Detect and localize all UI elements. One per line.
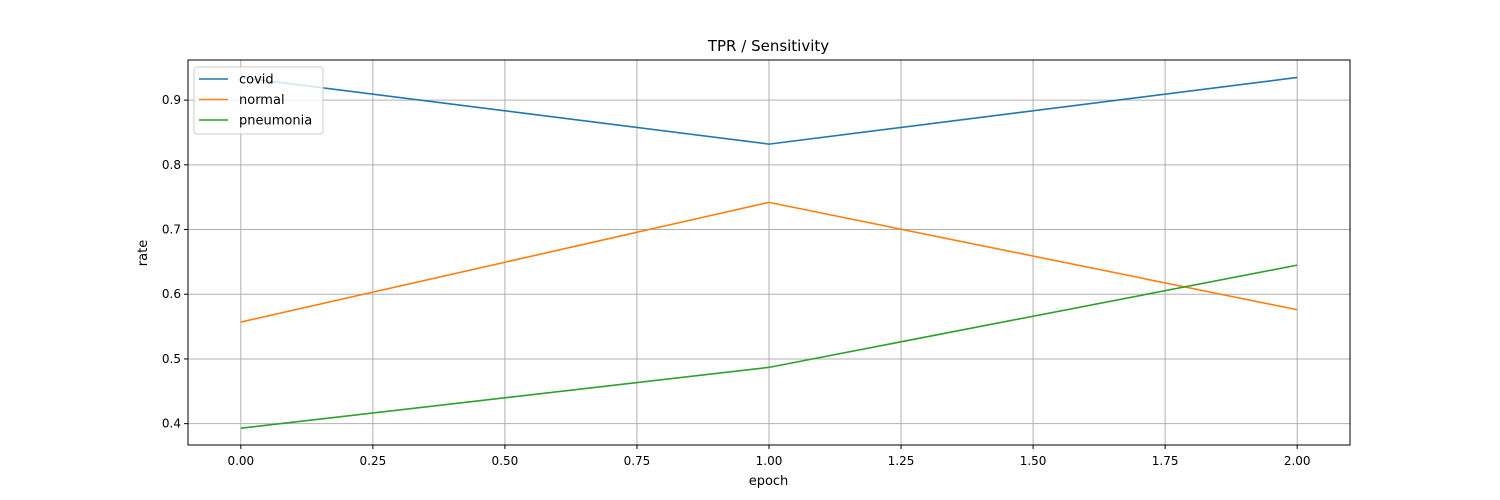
- grid-lines: [188, 60, 1350, 445]
- x-axis-ticks: 0.00 0.25 0.50 0.75 1.00 1.25 1.50 1.75 2.00: [227, 445, 1311, 468]
- y-tick-label: 0.9: [162, 93, 181, 107]
- y-tick-label: 0.7: [162, 223, 181, 237]
- x-tick-label: 0.50: [492, 454, 519, 468]
- x-tick-label: 1.75: [1152, 454, 1179, 468]
- y-tick-label: 0.6: [162, 287, 181, 301]
- x-axis-label: epoch: [749, 474, 789, 489]
- y-tick-label: 0.8: [162, 158, 181, 172]
- x-tick-label: 0.00: [227, 454, 254, 468]
- y-tick-label: 0.4: [162, 417, 181, 431]
- x-tick-label: 2.00: [1284, 454, 1311, 468]
- series-line-pneumonia: [240, 264, 1298, 429]
- legend: covid normal pneumonia: [193, 66, 324, 135]
- x-tick-label: 1.50: [1020, 454, 1047, 468]
- series-lines: [240, 76, 1298, 429]
- series-line-covid: [240, 76, 1298, 145]
- y-axis-label: rate: [136, 240, 151, 266]
- x-tick-label: 1.00: [756, 454, 783, 468]
- y-axis-ticks: 0.4 0.5 0.6 0.7 0.8 0.9: [162, 93, 188, 431]
- series-line-normal: [240, 201, 1298, 323]
- x-tick-label: 0.75: [624, 454, 651, 468]
- y-tick-label: 0.5: [162, 352, 181, 366]
- legend-label-normal: normal: [239, 93, 285, 108]
- x-tick-label: 0.25: [360, 454, 387, 468]
- legend-frame: [193, 66, 324, 135]
- chart-title: TPR / Sensitivity: [707, 37, 829, 55]
- legend-label-pneumonia: pneumonia: [239, 114, 312, 129]
- legend-label-covid: covid: [239, 73, 274, 88]
- x-tick-label: 1.25: [888, 454, 915, 468]
